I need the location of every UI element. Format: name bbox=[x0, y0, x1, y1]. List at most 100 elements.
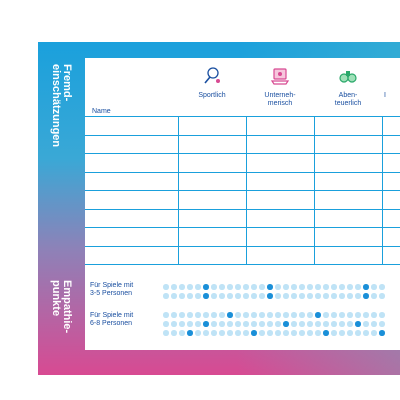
empathy-point[interactable] bbox=[307, 312, 313, 318]
empathy-point[interactable] bbox=[163, 284, 169, 290]
empathy-point[interactable] bbox=[179, 293, 185, 299]
empathy-point[interactable] bbox=[371, 293, 377, 299]
empathy-point[interactable] bbox=[219, 330, 225, 336]
empathy-point[interactable] bbox=[219, 284, 225, 290]
empathy-point[interactable] bbox=[347, 321, 353, 327]
empathy-point[interactable] bbox=[283, 284, 289, 290]
empathy-point-marked[interactable] bbox=[323, 330, 329, 336]
empathy-point[interactable] bbox=[187, 293, 193, 299]
empathy-point[interactable] bbox=[307, 284, 313, 290]
empathy-point[interactable] bbox=[363, 330, 369, 336]
empathy-point-marked[interactable] bbox=[251, 330, 257, 336]
empathy-point[interactable] bbox=[163, 321, 169, 327]
empathy-point[interactable] bbox=[291, 293, 297, 299]
empathy-point[interactable] bbox=[227, 321, 233, 327]
empathy-point[interactable] bbox=[307, 321, 313, 327]
empathy-point[interactable] bbox=[219, 321, 225, 327]
empathy-point[interactable] bbox=[203, 330, 209, 336]
empathy-point[interactable] bbox=[339, 293, 345, 299]
empathy-point[interactable] bbox=[355, 330, 361, 336]
empathy-point[interactable] bbox=[267, 330, 273, 336]
empathy-point[interactable] bbox=[235, 312, 241, 318]
empathy-point[interactable] bbox=[347, 312, 353, 318]
empathy-point[interactable] bbox=[291, 330, 297, 336]
empathy-point[interactable] bbox=[259, 330, 265, 336]
empathy-point[interactable] bbox=[171, 284, 177, 290]
empathy-point[interactable] bbox=[267, 321, 273, 327]
empathy-point[interactable] bbox=[307, 293, 313, 299]
empathy-point[interactable] bbox=[227, 284, 233, 290]
empathy-point[interactable] bbox=[275, 330, 281, 336]
empathy-point[interactable] bbox=[371, 321, 377, 327]
empathy-point[interactable] bbox=[331, 284, 337, 290]
empathy-point-marked[interactable] bbox=[355, 321, 361, 327]
empathy-point[interactable] bbox=[179, 330, 185, 336]
empathy-point[interactable] bbox=[315, 330, 321, 336]
empathy-point[interactable] bbox=[315, 284, 321, 290]
empathy-point[interactable] bbox=[195, 330, 201, 336]
empathy-point[interactable] bbox=[331, 330, 337, 336]
empathy-point[interactable] bbox=[363, 321, 369, 327]
empathy-point-marked[interactable] bbox=[187, 330, 193, 336]
empathy-point[interactable] bbox=[195, 321, 201, 327]
empathy-point[interactable] bbox=[299, 321, 305, 327]
empathy-point[interactable] bbox=[227, 330, 233, 336]
empathy-point[interactable] bbox=[235, 330, 241, 336]
empathy-point[interactable] bbox=[339, 284, 345, 290]
empathy-point-marked[interactable] bbox=[379, 330, 385, 336]
empathy-point-marked[interactable] bbox=[283, 321, 289, 327]
empathy-point-marked[interactable] bbox=[267, 293, 273, 299]
empathy-point[interactable] bbox=[331, 312, 337, 318]
empathy-point[interactable] bbox=[339, 321, 345, 327]
empathy-point-marked[interactable] bbox=[227, 312, 233, 318]
empathy-point[interactable] bbox=[243, 284, 249, 290]
empathy-point[interactable] bbox=[355, 284, 361, 290]
empathy-point[interactable] bbox=[195, 312, 201, 318]
empathy-point[interactable] bbox=[275, 284, 281, 290]
empathy-point[interactable] bbox=[235, 321, 241, 327]
empathy-point[interactable] bbox=[163, 293, 169, 299]
empathy-point[interactable] bbox=[227, 293, 233, 299]
empathy-point[interactable] bbox=[251, 293, 257, 299]
empathy-point[interactable] bbox=[195, 293, 201, 299]
empathy-point[interactable] bbox=[187, 321, 193, 327]
empathy-point[interactable] bbox=[171, 330, 177, 336]
empathy-point[interactable] bbox=[299, 293, 305, 299]
empathy-point[interactable] bbox=[339, 312, 345, 318]
empathy-point-marked[interactable] bbox=[363, 284, 369, 290]
empathy-point-marked[interactable] bbox=[203, 284, 209, 290]
empathy-point[interactable] bbox=[219, 293, 225, 299]
empathy-point-marked[interactable] bbox=[315, 312, 321, 318]
empathy-point[interactable] bbox=[355, 312, 361, 318]
empathy-point[interactable] bbox=[323, 293, 329, 299]
empathy-point[interactable] bbox=[179, 284, 185, 290]
empathy-point[interactable] bbox=[291, 321, 297, 327]
empathy-point[interactable] bbox=[243, 312, 249, 318]
empathy-point[interactable] bbox=[347, 330, 353, 336]
empathy-point[interactable] bbox=[323, 321, 329, 327]
empathy-point[interactable] bbox=[243, 330, 249, 336]
empathy-point[interactable] bbox=[347, 284, 353, 290]
empathy-point[interactable] bbox=[323, 312, 329, 318]
empathy-point[interactable] bbox=[371, 284, 377, 290]
empathy-point[interactable] bbox=[323, 284, 329, 290]
empathy-point[interactable] bbox=[163, 330, 169, 336]
empathy-point[interactable] bbox=[187, 312, 193, 318]
empathy-point[interactable] bbox=[299, 330, 305, 336]
empathy-point[interactable] bbox=[307, 330, 313, 336]
empathy-point[interactable] bbox=[379, 293, 385, 299]
empathy-point[interactable] bbox=[355, 293, 361, 299]
empathy-point[interactable] bbox=[179, 312, 185, 318]
empathy-point-marked[interactable] bbox=[203, 321, 209, 327]
empathy-point[interactable] bbox=[259, 293, 265, 299]
empathy-point[interactable] bbox=[283, 330, 289, 336]
empathy-point[interactable] bbox=[251, 321, 257, 327]
empathy-point[interactable] bbox=[371, 330, 377, 336]
empathy-point[interactable] bbox=[211, 330, 217, 336]
empathy-point[interactable] bbox=[283, 312, 289, 318]
empathy-point[interactable] bbox=[315, 293, 321, 299]
empathy-point[interactable] bbox=[251, 312, 257, 318]
empathy-point[interactable] bbox=[259, 284, 265, 290]
empathy-point[interactable] bbox=[275, 293, 281, 299]
empathy-point[interactable] bbox=[339, 330, 345, 336]
